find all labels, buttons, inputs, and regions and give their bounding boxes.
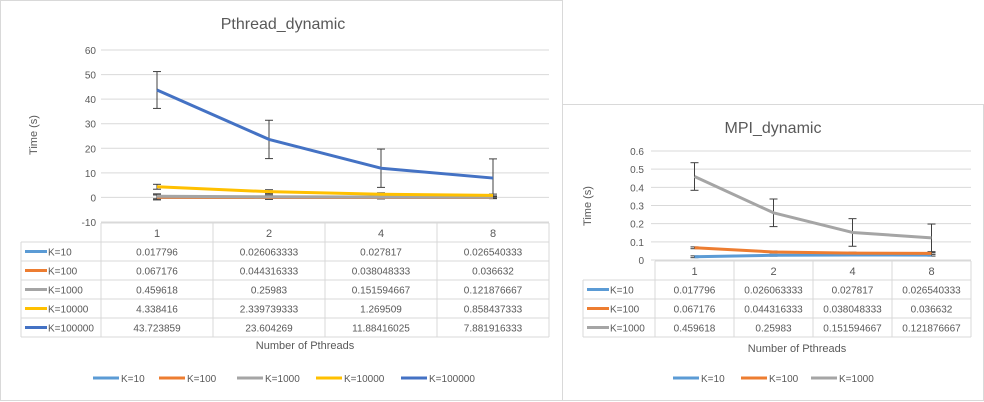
mpi-legend-label: K=10 xyxy=(701,374,725,385)
mpi-table-cell: 0.026063333 xyxy=(744,286,803,297)
pthread-x-axis-label: Number of Pthreads xyxy=(256,340,355,352)
pthread-series-line-k100000 xyxy=(157,90,493,178)
mpi-table-cell: 0.25983 xyxy=(755,324,792,335)
pthread-y-tick-label: 60 xyxy=(85,46,97,57)
pthread-table-cell: 0.25983 xyxy=(251,286,288,297)
pthread-series-line-k1000 xyxy=(157,196,493,197)
mpi-x-tick-label: 2 xyxy=(770,266,776,278)
pthread-legend-label: K=100 xyxy=(187,374,217,385)
pthread-x-tick-label: 8 xyxy=(490,228,496,240)
mpi-table-cell: 0.044316333 xyxy=(744,305,803,316)
mpi-table-cell: 0.067176 xyxy=(674,305,716,316)
pthread-table-cell: 0.121876667 xyxy=(464,286,523,297)
mpi-table-series-name: K=1000 xyxy=(610,324,645,335)
mpi-y-tick-label: 0.3 xyxy=(630,202,644,213)
pthread-table-cell: 0.026063333 xyxy=(240,248,299,259)
pthread-table-cell: 2.339739333 xyxy=(240,305,299,316)
mpi-x-tick-label: 1 xyxy=(691,266,697,278)
mpi-table-cell: 0.459618 xyxy=(674,324,716,335)
mpi-series-line-k10 xyxy=(695,255,932,257)
pthread-table-cell: 0.038048333 xyxy=(352,267,411,278)
pthread-table-series-name: K=100000 xyxy=(48,324,94,335)
mpi-table-series-name: K=10 xyxy=(610,286,634,297)
mpi-chart-title: MPI_dynamic xyxy=(725,120,822,137)
mpi-table-cell: 0.036632 xyxy=(911,305,953,316)
pthread-table-cell: 0.026540333 xyxy=(464,248,523,259)
pthread-y-tick-label: 50 xyxy=(85,71,97,82)
chart-panel-pthread: Pthread_dynamic -10 0 10 20 30 40 50 60 Time (s) 1… xyxy=(0,0,563,401)
pthread-y-tick-label: 0 xyxy=(90,193,96,204)
pthread-y-axis-label: Time (s) xyxy=(28,115,40,155)
pthread-table-series-name: K=10 xyxy=(48,248,72,259)
chart-panel-mpi: MPI_dynamic 0 0.1 0.2 0.3 0.4 0.5 0.6 Time (s) 1 2… xyxy=(562,104,984,401)
pthread-table-cell: 11.88416025 xyxy=(352,324,410,335)
pthread-x-tick-label: 1 xyxy=(154,228,160,240)
pthread-table-cell: 1.269509 xyxy=(360,305,402,316)
pthread-legend-label: K=10 xyxy=(121,374,145,385)
mpi-y-tick-label: 0.5 xyxy=(630,165,644,176)
pthread-series-line-k10000 xyxy=(157,187,493,196)
mpi-table-cell: 0.017796 xyxy=(674,286,716,297)
pthread-table-series-name: K=10000 xyxy=(48,305,89,316)
mpi-legend-label: K=1000 xyxy=(839,374,874,385)
pthread-table-cell: 7.881916333 xyxy=(464,324,523,335)
mpi-x-tick-label: 4 xyxy=(849,266,855,278)
mpi-y-tick-label: 0.1 xyxy=(630,238,644,249)
mpi-table-cell: 0.121876667 xyxy=(902,324,961,335)
pthread-table-cell: 4.338416 xyxy=(136,305,178,316)
pthread-y-tick-label: 20 xyxy=(85,144,97,155)
pthread-legend-label: K=1000 xyxy=(265,374,300,385)
pthread-chart-title: Pthread_dynamic xyxy=(221,16,346,33)
mpi-table-cell: 0.038048333 xyxy=(823,305,882,316)
pthread-x-tick-label: 4 xyxy=(378,228,384,240)
pthread-table-series-name: K=1000 xyxy=(48,286,83,297)
mpi-series-line-k100 xyxy=(695,248,932,254)
pthread-chart-svg: Pthread_dynamic -10 0 10 20 30 40 50 60 Time (s) 1… xyxy=(1,1,564,402)
mpi-x-tick-label: 8 xyxy=(928,266,934,278)
pthread-y-tick-label: -10 xyxy=(82,218,97,229)
mpi-y-tick-label: 0 xyxy=(638,256,644,267)
mpi-y-axis-label: Time (s) xyxy=(582,186,594,226)
mpi-series-line-k1000 xyxy=(695,177,932,238)
mpi-y-tick-label: 0.4 xyxy=(630,183,644,194)
pthread-y-tick-label: 40 xyxy=(85,95,97,106)
pthread-legend-label: K=10000 xyxy=(344,374,385,385)
mpi-y-tick-label: 0.6 xyxy=(630,147,644,158)
pthread-table-cell: 0.151594667 xyxy=(352,286,411,297)
mpi-table-cell: 0.026540333 xyxy=(902,286,961,297)
pthread-legend-label: K=100000 xyxy=(429,374,475,385)
mpi-y-tick-label: 0.2 xyxy=(630,220,644,231)
pthread-table-cell: 0.017796 xyxy=(136,248,178,259)
pthread-table-cell: 0.067176 xyxy=(136,267,178,278)
pthread-y-tick-label: 10 xyxy=(85,169,97,180)
pthread-table-series-name: K=100 xyxy=(48,267,78,278)
pthread-table-cell: 0.459618 xyxy=(136,286,178,297)
pthread-table-cell: 0.027817 xyxy=(360,248,402,259)
pthread-table-cell: 0.036632 xyxy=(472,267,514,278)
mpi-table-cell: 0.151594667 xyxy=(823,324,882,335)
pthread-x-tick-label: 2 xyxy=(266,228,272,240)
pthread-table-cell: 43.723859 xyxy=(133,324,181,335)
mpi-chart-svg: MPI_dynamic 0 0.1 0.2 0.3 0.4 0.5 0.6 Time (s) 1 2… xyxy=(563,105,984,402)
pthread-y-tick-label: 30 xyxy=(85,120,97,131)
mpi-table-series-name: K=100 xyxy=(610,305,640,316)
mpi-legend-label: K=100 xyxy=(769,374,799,385)
pthread-table-cell: 0.858437333 xyxy=(464,305,523,316)
mpi-table-cell: 0.027817 xyxy=(832,286,874,297)
pthread-table-cell: 0.044316333 xyxy=(240,267,299,278)
pthread-table-cell: 23.604269 xyxy=(245,324,293,335)
mpi-x-axis-label: Number of Pthreads xyxy=(748,343,847,355)
